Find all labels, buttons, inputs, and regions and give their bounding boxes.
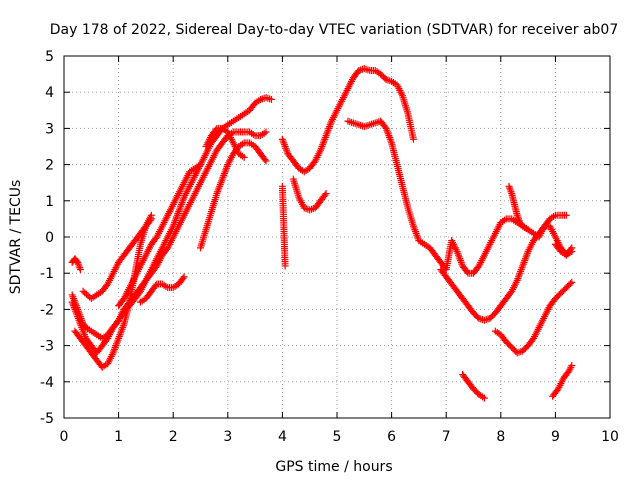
- plot-frame: [63, 55, 611, 419]
- y-tick-label: -1: [40, 266, 54, 282]
- series-arc-17: [549, 362, 576, 400]
- x-tick-label: 10: [601, 429, 619, 445]
- data-point: [349, 119, 357, 127]
- data-point: [73, 257, 81, 265]
- y-tick-label: -5: [40, 411, 54, 427]
- data-point: [348, 118, 356, 126]
- series-arc-11: [289, 175, 330, 214]
- data-point: [364, 66, 372, 74]
- series-arc-13: [344, 117, 570, 277]
- data-point: [180, 273, 188, 281]
- y-tick-label: -2: [40, 302, 54, 318]
- y-tick-label: 2: [45, 158, 54, 174]
- y-tick-label: 0: [45, 230, 54, 246]
- data-point: [480, 316, 488, 324]
- y-tick-label: 5: [45, 49, 54, 65]
- series-arc-9: [202, 124, 248, 161]
- data-point: [562, 211, 570, 219]
- x-tick-label: 3: [223, 429, 232, 445]
- series-arc-5: [79, 215, 155, 303]
- series-arc-18: [505, 182, 532, 234]
- y-tick-label: 3: [45, 121, 54, 137]
- data-point: [353, 120, 361, 128]
- data-point: [266, 95, 274, 103]
- series-arc-12: [278, 182, 289, 270]
- data-point: [480, 394, 488, 402]
- data-point: [261, 156, 269, 164]
- y-tick-label: -4: [40, 375, 54, 391]
- data-point: [262, 128, 270, 136]
- data-point: [360, 65, 368, 73]
- data-point: [355, 121, 363, 129]
- data-point: [321, 191, 329, 199]
- series-arc-6: [136, 273, 188, 306]
- data-point: [262, 157, 270, 165]
- y-tick-label: -3: [40, 339, 54, 355]
- x-tick-label: 0: [60, 429, 69, 445]
- x-tick-label: 7: [442, 429, 451, 445]
- data-point: [567, 245, 575, 253]
- series-arc-4: [68, 255, 84, 274]
- data-point: [409, 135, 417, 143]
- series-arc-14: [437, 222, 576, 324]
- chart-title: Day 178 of 2022, Sidereal Day-to-day VTE…: [50, 22, 619, 38]
- y-tick-label: 1: [45, 194, 54, 210]
- data-point: [267, 95, 275, 103]
- data-point: [506, 186, 514, 194]
- x-tick-label: 8: [496, 429, 505, 445]
- data-point: [357, 121, 365, 129]
- data-point: [264, 94, 272, 102]
- data-point: [362, 65, 370, 73]
- data-point: [197, 161, 204, 169]
- series-arc-8: [197, 139, 270, 252]
- x-tick-label: 1: [114, 429, 123, 445]
- data-point: [366, 121, 374, 129]
- data-point: [147, 215, 155, 223]
- x-tick-label: 2: [169, 429, 178, 445]
- data-point: [346, 118, 354, 126]
- data-point: [568, 362, 576, 370]
- x-tick-label: 4: [278, 429, 287, 445]
- series-arc-15: [491, 278, 576, 357]
- x-tick-label: 6: [387, 429, 396, 445]
- x-tick-label: 9: [551, 429, 560, 445]
- x-tick-label: 5: [333, 429, 342, 445]
- data-point: [344, 117, 352, 125]
- series-arc-19: [551, 240, 576, 259]
- data-point: [368, 120, 376, 128]
- data-point: [371, 119, 379, 127]
- data-point: [262, 94, 270, 102]
- ticks-layer: 0 1 2 3 4 5 6 7 8 9 10 -5 -4 -3 -2 -1 0 1 2 3 4 5: [40, 49, 619, 445]
- data-point: [146, 216, 154, 224]
- data-point: [568, 278, 576, 286]
- data-point: [306, 206, 314, 214]
- marks-layer: [68, 65, 576, 402]
- y-axis-label: SDTVAR / TECUs: [8, 180, 24, 295]
- data-point: [568, 244, 576, 252]
- data-point: [76, 266, 84, 274]
- data-point: [360, 123, 368, 131]
- x-axis-label: GPS time / hours: [275, 459, 392, 475]
- y-tick-label: 4: [45, 85, 54, 101]
- data-point: [351, 120, 359, 128]
- data-point: [566, 280, 574, 288]
- series-arc-7: [115, 161, 204, 310]
- data-point: [240, 153, 248, 161]
- data-point: [281, 262, 289, 270]
- data-point: [369, 120, 377, 128]
- series-arc-16: [459, 371, 488, 402]
- data-point: [524, 226, 532, 234]
- data-point: [322, 190, 330, 198]
- data-point: [179, 274, 187, 282]
- data-point: [364, 121, 372, 129]
- series-arc-10: [278, 65, 417, 176]
